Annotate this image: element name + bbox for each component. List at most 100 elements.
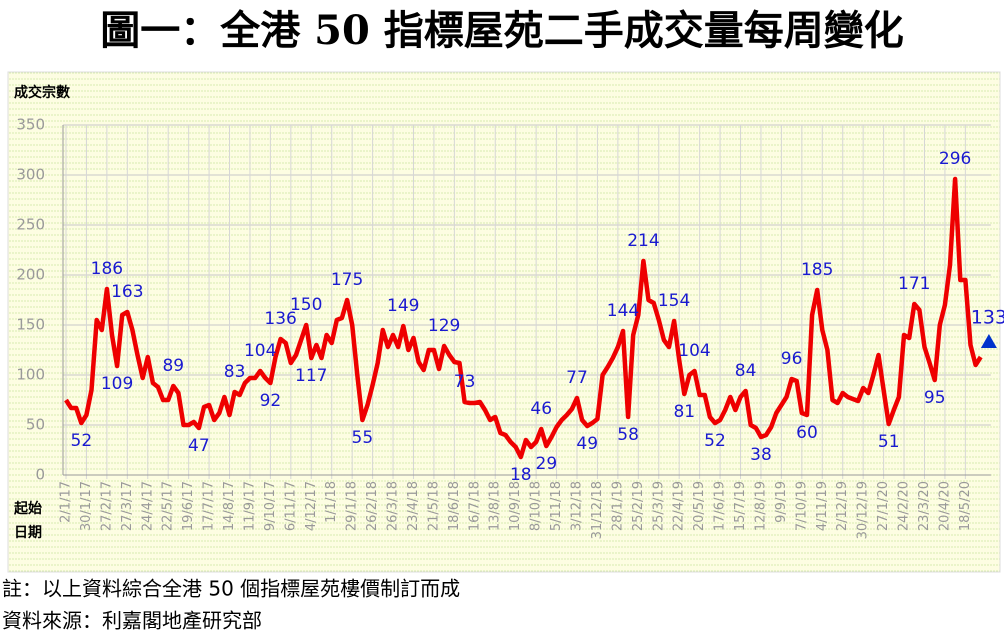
point-label: 109 — [101, 374, 133, 394]
x-tick-label: 18/6/18 — [447, 481, 462, 531]
point-label: 104 — [244, 341, 276, 361]
x-tick-label: 6/11/17 — [283, 481, 298, 531]
x-tick-label: 1/1/18 — [324, 481, 339, 523]
point-label: 52 — [704, 431, 726, 451]
point-label: 55 — [352, 428, 374, 448]
point-label: 149 — [387, 296, 419, 316]
x-tick-label: 23/4/18 — [406, 481, 421, 531]
x-tick-label: 3/12/18 — [570, 481, 585, 531]
x-axis-label: 日期 — [14, 525, 42, 541]
x-tick-label: 2/12/19 — [835, 481, 850, 531]
x-tick-label: 20/5/19 — [692, 481, 707, 531]
point-label: 83 — [224, 362, 246, 382]
x-tick-label: 17/7/17 — [202, 481, 217, 531]
point-label: 296 — [939, 149, 971, 169]
x-tick-label: 26/3/18 — [386, 481, 401, 531]
point-label: 52 — [71, 431, 93, 451]
x-tick-label: 22/4/19 — [672, 481, 687, 531]
point-label: 58 — [617, 425, 639, 445]
footnote: 註：以上資料綜合全港 50 個指標屋苑樓價制訂而成 — [2, 577, 460, 601]
y-tick-label: 100 — [16, 366, 45, 384]
x-tick-label: 15/7/19 — [733, 481, 748, 531]
point-label: 60 — [796, 423, 818, 443]
x-tick-label: 16/7/18 — [467, 481, 482, 531]
x-tick-label: 19/6/17 — [181, 481, 196, 531]
point-label: 96 — [781, 349, 803, 369]
x-tick-label: 4/11/19 — [815, 481, 830, 531]
x-tick-label: 5/11/18 — [549, 481, 564, 531]
x-tick-label: 27/1/20 — [876, 481, 891, 531]
x-tick-label: 25/3/19 — [651, 481, 666, 531]
point-label: 49 — [576, 434, 598, 454]
data-line — [64, 176, 983, 460]
point-label: 214 — [627, 231, 659, 251]
x-tick-label: 25/2/19 — [631, 481, 646, 531]
point-label: 92 — [260, 391, 282, 411]
point-label: 18 — [510, 465, 532, 485]
x-tick-label: 24/4/17 — [140, 481, 155, 531]
x-tick-label: 10/9/18 — [508, 481, 523, 531]
latest-label: 133 — [971, 307, 1004, 329]
x-tick-label: 9/9/19 — [774, 481, 789, 523]
point-label: 163 — [111, 282, 143, 302]
x-tick-label: 28/1/19 — [610, 481, 625, 531]
point-label: 129 — [428, 316, 460, 336]
x-tick-label: 31/12/18 — [590, 481, 605, 539]
chart-background — [7, 71, 1001, 573]
point-label: 104 — [678, 341, 710, 361]
x-tick-label: 2/1/17 — [59, 481, 74, 523]
point-label: 89 — [162, 356, 184, 376]
point-label: 46 — [530, 399, 552, 419]
x-tick-label: 13/8/18 — [488, 481, 503, 531]
x-tick-label: 24/2/20 — [897, 481, 912, 531]
point-label: 171 — [898, 274, 930, 294]
source: 資料來源：利嘉閣地產研究部 — [2, 609, 262, 633]
point-label: 95 — [924, 388, 946, 408]
x-tick-label: 18/5/20 — [958, 481, 973, 531]
x-tick-label: 29/1/18 — [345, 481, 360, 531]
point-label: 154 — [658, 291, 690, 311]
point-label: 175 — [331, 270, 363, 290]
point-label: 117 — [295, 366, 327, 386]
y-tick-label: 250 — [16, 216, 45, 234]
x-tick-label: 8/10/18 — [529, 481, 544, 531]
y-tick-label: 350 — [16, 116, 45, 134]
y-tick-label: 0 — [35, 466, 45, 484]
x-axis-label: 起始 — [13, 500, 42, 517]
x-tick-label: 9/10/17 — [263, 481, 278, 531]
x-tick-label: 22/5/17 — [161, 481, 176, 531]
point-label: 185 — [801, 260, 833, 280]
point-label: 77 — [566, 368, 588, 388]
x-tick-label: 14/8/17 — [222, 481, 237, 531]
point-label: 186 — [91, 259, 123, 279]
point-label: 136 — [264, 309, 296, 329]
point-label: 38 — [750, 445, 772, 465]
point-label: 81 — [673, 402, 695, 422]
point-label: 51 — [878, 432, 900, 452]
x-tick-label: 26/2/18 — [365, 481, 380, 531]
point-label: 47 — [188, 436, 210, 456]
x-tick-label: 20/4/20 — [937, 481, 952, 531]
x-tick-label: 27/2/17 — [99, 481, 114, 531]
point-label: 29 — [536, 454, 558, 474]
y-axis-label: 成交宗數 — [14, 84, 70, 101]
y-tick-label: 300 — [16, 166, 45, 184]
point-label: 144 — [607, 301, 639, 321]
point-label: 73 — [454, 372, 476, 392]
x-tick-label: 11/9/17 — [242, 481, 257, 531]
x-tick-label: 7/10/19 — [794, 481, 809, 531]
point-label: 84 — [735, 361, 757, 381]
y-tick-label: 200 — [16, 266, 45, 284]
y-tick-label: 150 — [16, 316, 45, 334]
x-tick-label: 21/5/18 — [426, 481, 441, 531]
x-tick-label: 4/12/17 — [304, 481, 319, 531]
x-tick-label: 27/3/17 — [120, 481, 135, 531]
x-tick-label: 30/1/17 — [79, 481, 94, 531]
chart-title: 圖一：全港 50 指標屋苑二手成交量每周變化 — [100, 7, 904, 54]
x-tick-label: 17/6/19 — [713, 481, 728, 531]
x-tick-label: 12/8/19 — [753, 481, 768, 531]
y-tick-label: 50 — [26, 416, 45, 434]
x-tick-label: 23/3/20 — [917, 481, 932, 531]
